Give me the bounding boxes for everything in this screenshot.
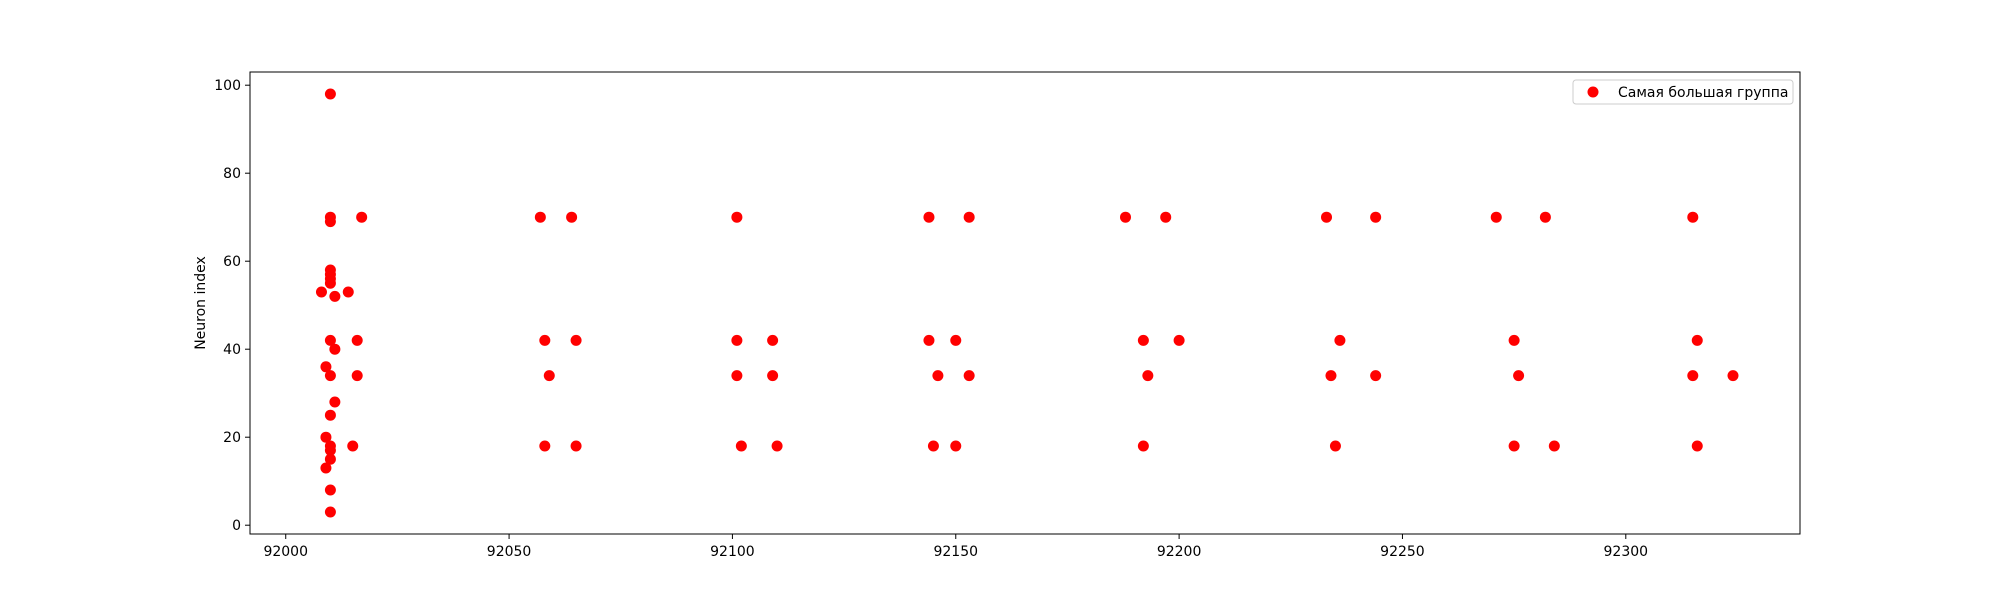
data-point xyxy=(963,370,975,382)
legend-label: Самая большая группа xyxy=(1618,85,1788,101)
x-tick-label: 92250 xyxy=(1380,544,1425,560)
data-point xyxy=(1321,211,1333,223)
data-point xyxy=(1173,334,1185,346)
data-point xyxy=(324,409,336,421)
legend-box xyxy=(1572,79,1794,105)
data-point xyxy=(351,370,363,382)
data-point xyxy=(1329,440,1341,452)
data-point xyxy=(731,334,743,346)
data-point xyxy=(1727,370,1739,382)
data-point xyxy=(324,277,336,289)
data-point xyxy=(1687,211,1699,223)
data-point xyxy=(539,440,551,452)
data-point xyxy=(324,484,336,496)
data-point xyxy=(1370,370,1382,382)
data-point xyxy=(927,440,939,452)
data-point xyxy=(932,370,944,382)
data-point xyxy=(1334,334,1346,346)
data-point xyxy=(1325,370,1337,382)
x-tick-label: 92300 xyxy=(1604,544,1649,560)
data-point xyxy=(342,286,354,298)
data-point xyxy=(963,211,975,223)
data-point xyxy=(1508,334,1520,346)
data-point xyxy=(950,440,962,452)
data-point xyxy=(1370,211,1382,223)
data-point xyxy=(1687,370,1699,382)
data-point xyxy=(1691,334,1703,346)
data-point xyxy=(767,370,779,382)
data-point xyxy=(735,440,747,452)
data-point xyxy=(320,361,332,373)
data-point xyxy=(324,216,336,228)
data-point xyxy=(320,462,332,474)
data-point xyxy=(324,334,336,346)
x-tick-label: 92050 xyxy=(487,544,532,560)
data-point xyxy=(1137,440,1149,452)
x-tick-label: 92200 xyxy=(1157,544,1202,560)
data-point xyxy=(1120,211,1132,223)
data-point xyxy=(324,88,336,100)
x-tick-label: 92100 xyxy=(710,544,755,560)
data-point xyxy=(1539,211,1551,223)
y-tick-label: 20 xyxy=(223,430,241,446)
legend: Самая большая группа xyxy=(1572,79,1794,105)
y-tick-label: 0 xyxy=(232,518,241,534)
y-axis: 0 20 40 60 80 100 xyxy=(214,78,250,534)
data-point xyxy=(347,440,359,452)
data-point xyxy=(731,370,743,382)
data-point xyxy=(771,440,783,452)
data-point xyxy=(324,506,336,518)
data-point xyxy=(923,211,935,223)
data-point xyxy=(1142,370,1154,382)
data-point xyxy=(1513,370,1525,382)
data-point xyxy=(329,290,341,302)
data-point xyxy=(1137,334,1149,346)
data-point xyxy=(950,334,962,346)
data-points xyxy=(315,88,1739,518)
data-point xyxy=(570,334,582,346)
data-point xyxy=(731,211,743,223)
y-tick-label: 100 xyxy=(214,78,241,94)
y-axis-label: Neuron index xyxy=(193,256,209,350)
data-point xyxy=(324,370,336,382)
x-tick-label: 92000 xyxy=(263,544,308,560)
data-point xyxy=(543,370,555,382)
x-tick-label: 92150 xyxy=(933,544,978,560)
data-point xyxy=(923,334,935,346)
data-point xyxy=(1508,440,1520,452)
data-point xyxy=(1490,211,1502,223)
data-point xyxy=(767,334,779,346)
y-tick-label: 60 xyxy=(223,254,241,270)
data-point xyxy=(315,286,327,298)
data-point xyxy=(1160,211,1172,223)
data-point xyxy=(356,211,368,223)
plot-area xyxy=(249,71,1801,535)
data-point xyxy=(351,334,363,346)
data-point xyxy=(329,343,341,355)
data-point xyxy=(539,334,551,346)
data-point xyxy=(329,396,341,408)
data-point xyxy=(570,440,582,452)
data-point xyxy=(534,211,546,223)
y-tick-label: 80 xyxy=(223,166,241,182)
data-point xyxy=(1548,440,1560,452)
data-point xyxy=(566,211,578,223)
y-tick-label: 40 xyxy=(223,342,241,358)
data-point xyxy=(1691,440,1703,452)
data-point xyxy=(324,444,336,456)
x-axis: 92000 92050 92100 92150 92200 92250 92300 xyxy=(263,534,1648,560)
data-point xyxy=(320,431,332,443)
data-point xyxy=(324,453,336,465)
legend-marker xyxy=(1587,86,1599,98)
